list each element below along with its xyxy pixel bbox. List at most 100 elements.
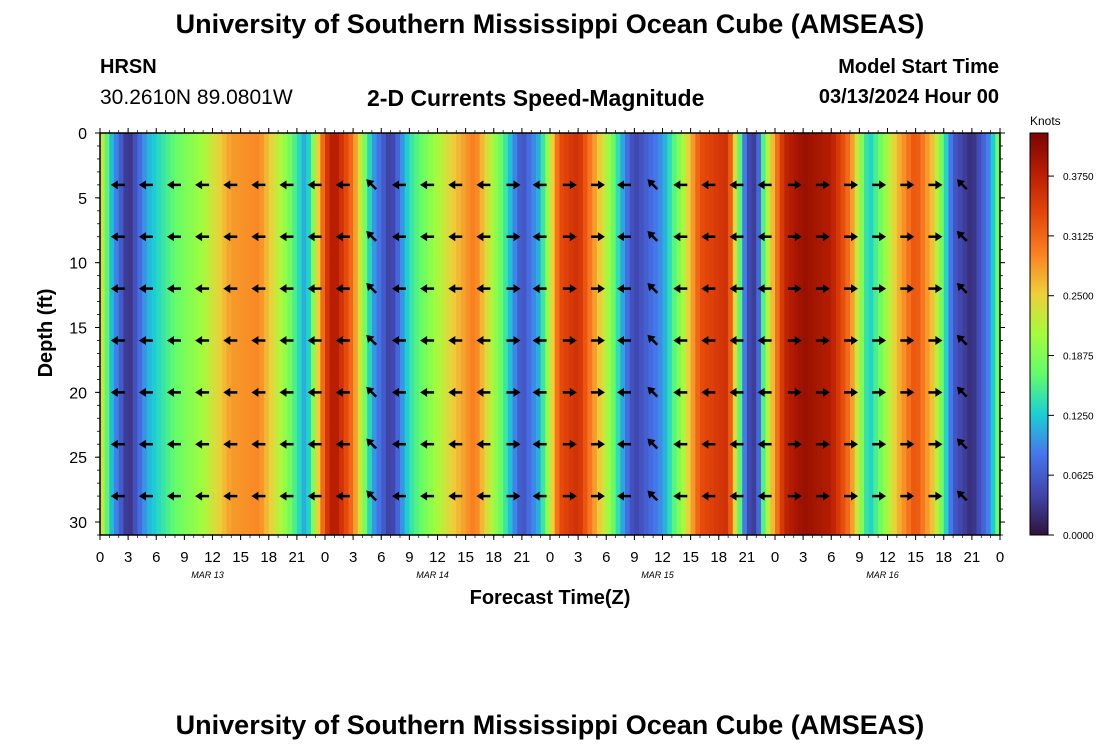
heatmap-column — [662, 133, 668, 535]
vector-arrow — [956, 179, 968, 191]
colorbar-unit: Knots — [1030, 114, 1061, 128]
heatmap-column — [892, 133, 898, 535]
x-tick-label: 6 — [827, 549, 835, 566]
heatmap-column — [535, 133, 542, 535]
heatmap-column — [737, 133, 743, 535]
current-vectors — [110, 179, 968, 502]
heatmap-column — [784, 133, 790, 535]
vector-arrow — [251, 387, 266, 397]
vector-arrow — [532, 491, 547, 501]
x-tick-label: 15 — [682, 549, 699, 566]
heatmap-column — [817, 133, 823, 535]
heatmap-column — [995, 133, 1000, 535]
vector-arrow — [729, 336, 744, 345]
heatmap-column — [770, 133, 776, 535]
heatmap-column — [882, 133, 889, 535]
vector-arrow — [532, 284, 547, 294]
vector-arrow — [617, 387, 631, 397]
x-tick-label: 0 — [771, 549, 779, 566]
heatmap-column — [859, 133, 865, 535]
x-tick-label: 12 — [204, 549, 221, 566]
vector-arrow — [673, 491, 688, 501]
heatmap-column — [587, 133, 593, 535]
heatmap-column — [240, 133, 246, 535]
vector-arrow — [366, 334, 378, 346]
x-tick-label: 0 — [321, 549, 329, 566]
heatmap-column — [217, 133, 223, 535]
vector-arrow — [900, 232, 915, 242]
heatmap-column — [906, 133, 912, 535]
heatmap-column — [165, 133, 171, 535]
heatmap-column — [334, 133, 340, 535]
vector-arrow — [562, 232, 577, 242]
vector-arrow — [562, 336, 577, 345]
vector-arrow — [167, 180, 181, 190]
vector-arrow — [392, 336, 406, 345]
vector-arrow — [787, 232, 802, 242]
vector-arrow — [279, 284, 294, 294]
vector-arrow — [701, 491, 716, 501]
vector-arrow — [420, 180, 435, 190]
vector-arrow — [223, 232, 238, 242]
vector-arrow — [195, 439, 210, 449]
heatmap-column — [371, 133, 378, 535]
vector-arrow — [279, 439, 294, 449]
vector-arrow — [617, 491, 631, 501]
x-tick-label: 18 — [935, 549, 952, 566]
heatmap-column — [573, 133, 579, 535]
vector-arrow — [729, 491, 744, 501]
x-tick-label: 9 — [405, 549, 413, 566]
heatmap-column — [775, 133, 781, 535]
vector-arrow — [195, 284, 210, 294]
heatmap-column — [437, 133, 443, 535]
vector-arrow — [562, 387, 577, 397]
vector-arrow — [647, 231, 659, 242]
x-tick-label: 15 — [907, 549, 924, 566]
y-tick-label: 15 — [69, 321, 87, 338]
x-tick-label: 12 — [879, 549, 896, 566]
x-tick-label: 9 — [180, 549, 188, 566]
heatmap-column — [559, 133, 565, 535]
heatmap-column — [451, 133, 457, 535]
vector-arrow — [590, 180, 605, 190]
heatmap-column — [723, 133, 729, 535]
heatmap-column — [976, 133, 982, 535]
heatmap-column — [198, 133, 204, 535]
heatmap-column — [151, 133, 157, 535]
heatmap-column — [292, 133, 298, 535]
vector-arrow — [476, 439, 491, 449]
heatmap-column — [578, 133, 584, 535]
heatmap-column — [554, 133, 560, 535]
vector-arrow — [787, 491, 802, 501]
heatmap-column — [156, 133, 162, 535]
x-tick-label: 0 — [546, 549, 554, 566]
vector-arrow — [110, 439, 125, 449]
heatmap-column — [273, 133, 279, 535]
vector-arrow — [701, 232, 716, 242]
heatmap-column — [625, 133, 631, 535]
vector-arrow — [335, 284, 350, 294]
heatmap-column — [667, 133, 673, 535]
vector-arrow — [223, 336, 238, 345]
vector-arrow — [872, 232, 887, 242]
vector-arrow — [223, 439, 238, 449]
x-axis-label: Forecast Time(Z) — [470, 587, 631, 609]
vector-arrow — [815, 284, 830, 294]
heatmap-column — [681, 133, 687, 535]
vector-arrow — [928, 439, 943, 449]
vector-arrow — [279, 232, 294, 242]
heatmap-column — [310, 133, 317, 535]
heatmap-column — [610, 133, 617, 535]
heatmap-column — [160, 133, 167, 535]
heatmap-column — [385, 133, 392, 535]
heatmap-column — [498, 133, 504, 535]
x-tick-label: 12 — [654, 549, 671, 566]
heatmap-column — [990, 133, 996, 535]
vector-arrow — [307, 387, 322, 397]
vector-arrow — [757, 336, 772, 345]
heatmap-column — [704, 133, 710, 535]
y-tick-label: 25 — [69, 450, 87, 467]
colorbar-tick-label: 0.2500 — [1063, 292, 1094, 303]
vector-arrow — [928, 232, 943, 242]
x-tick-label: 21 — [739, 549, 756, 566]
